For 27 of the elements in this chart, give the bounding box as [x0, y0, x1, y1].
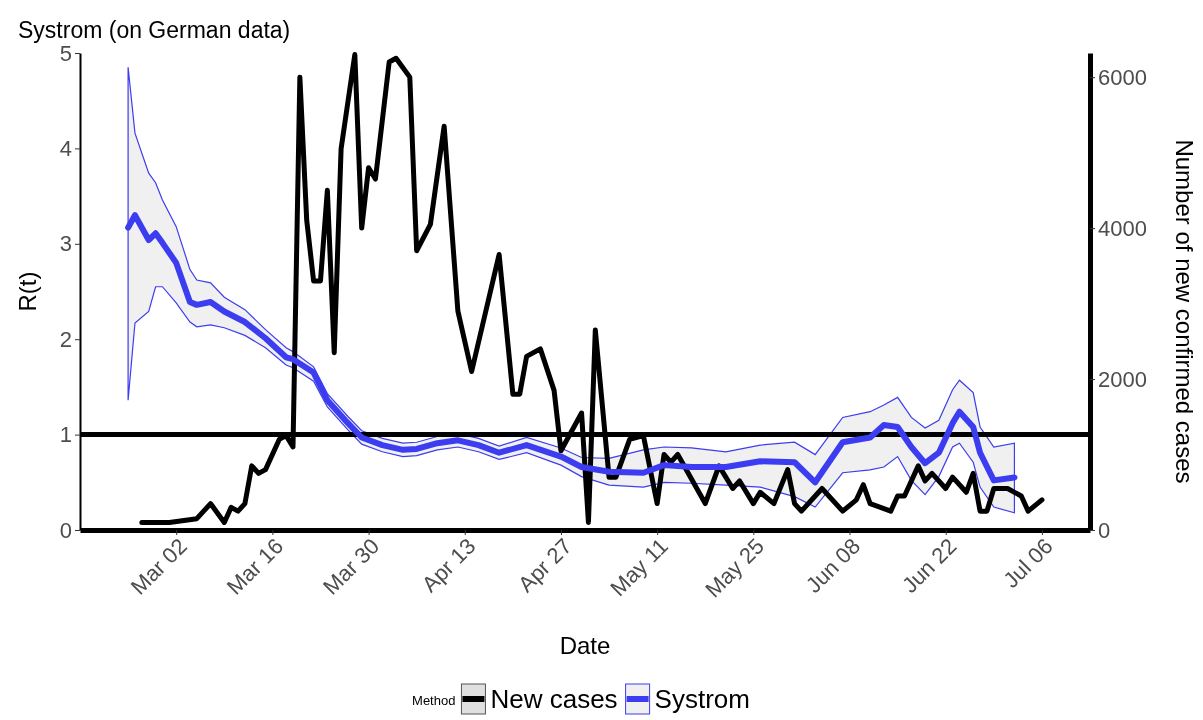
- x-tick-label: Apr 27: [513, 533, 577, 598]
- y-tick-label: 3: [59, 231, 72, 257]
- x-tick-label: Jun 08: [800, 533, 866, 598]
- x-tick-label: Jul 06: [998, 533, 1058, 593]
- legend-title: Method: [412, 693, 456, 708]
- y2-tick-label: 0: [1098, 517, 1111, 543]
- y-tick-label: 4: [59, 135, 72, 161]
- y-axis-title: R(t): [14, 271, 41, 312]
- x-tick-label: Apr 13: [416, 533, 481, 598]
- x-tick-label: May 25: [700, 533, 770, 603]
- legend-label: New cases: [490, 684, 618, 714]
- x-tick-label: Mar 16: [221, 533, 289, 600]
- chart-title: Systrom (on German data): [18, 17, 291, 43]
- x-tick-label: Jun 22: [897, 533, 962, 598]
- y-tick-label: 0: [59, 517, 72, 543]
- legend-label: Systrom: [654, 684, 750, 714]
- x-tick-label: May 11: [605, 533, 673, 602]
- x-tick-label: Mar 02: [125, 533, 192, 600]
- y-tick-label: 2: [59, 326, 72, 352]
- y-tick-label: 1: [59, 422, 72, 448]
- x-axis-title: Date: [559, 632, 611, 659]
- y-tick-label: 5: [59, 40, 72, 66]
- y2-axis-title: Number of new confirmed cases: [1171, 139, 1198, 484]
- y2-tick-label: 2000: [1098, 366, 1147, 392]
- x-tick-label: Mar 30: [318, 533, 385, 600]
- y2-tick-label: 4000: [1098, 215, 1147, 241]
- y2-tick-label: 6000: [1098, 64, 1147, 90]
